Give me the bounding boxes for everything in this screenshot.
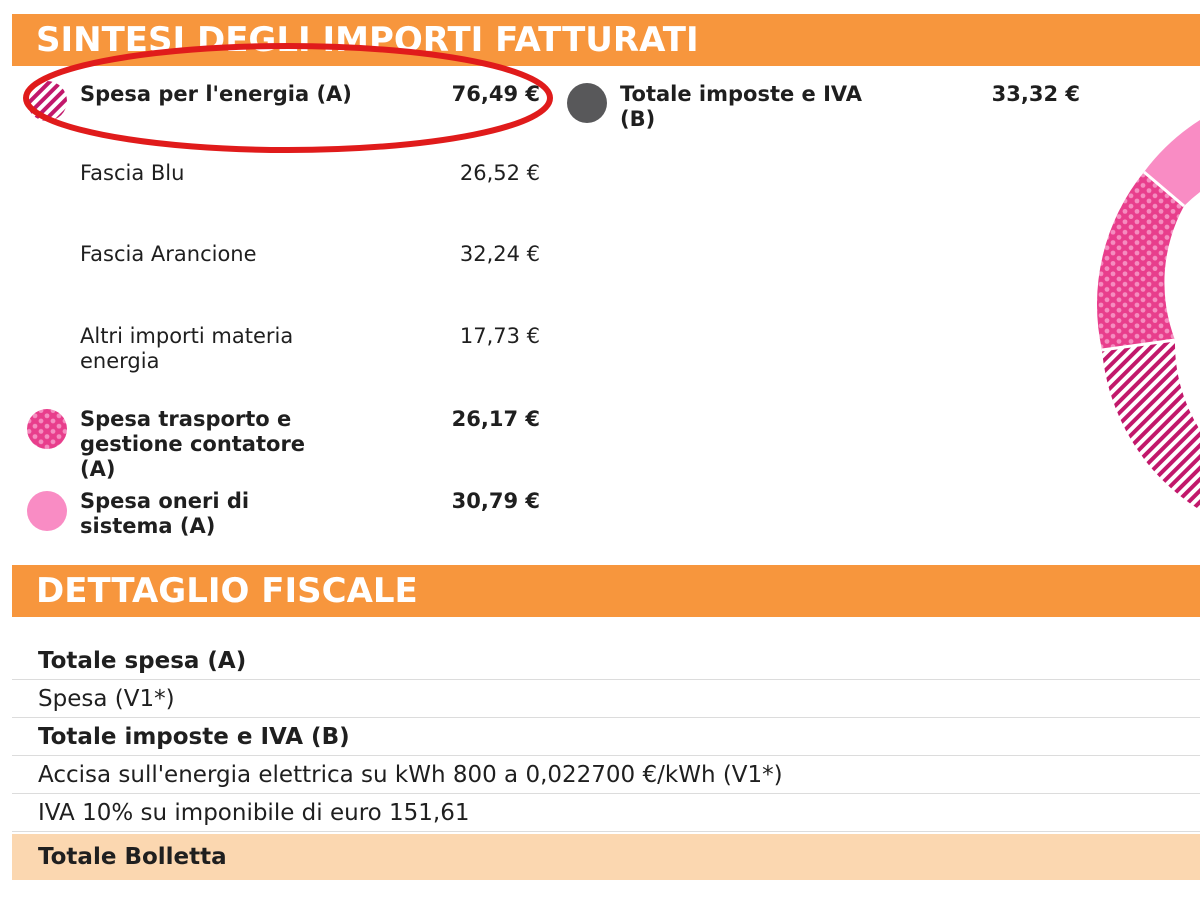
- fiscal-row-total-bolletta: Totale Bolletta: [12, 834, 1200, 880]
- fiscal-section-header: DETTAGLIO FISCALE: [12, 565, 1200, 617]
- energy-spend-label: Spesa per l'energia (A): [80, 82, 352, 106]
- fascia-arancione-amount: 32,24 €: [459, 242, 540, 266]
- expense-donut-chart: [1096, 120, 1200, 510]
- donut-segment-energy: [1102, 340, 1200, 510]
- diagonal-stripe-circle-icon: [27, 81, 67, 121]
- fiscal-row-spesa-v1: Spesa (V1*): [12, 680, 1200, 718]
- fiscal-row-total-imposte: Totale imposte e IVA (B): [12, 718, 1200, 756]
- pink-circle-icon: [27, 491, 67, 531]
- transport-spend-label: Spesa trasporto e gestione contatore (A): [80, 407, 306, 481]
- fiscal-row-total-spesa: Totale spesa (A): [12, 642, 1200, 680]
- system-charges-label: Spesa oneri di sistema (A): [80, 489, 250, 538]
- fiscal-row-iva: IVA 10% su imponibile di euro 151,61: [12, 794, 1200, 832]
- taxes-total-label: Totale imposte e IVA (B): [620, 82, 863, 131]
- donut-segment-system: [1144, 120, 1200, 206]
- energy-spend-amount: 76,49 €: [451, 82, 540, 106]
- hexagon-pattern-circle-icon: [27, 409, 67, 449]
- taxes-total-amount: 33,32 €: [991, 82, 1080, 106]
- altri-importi-label: Altri importi materia energia: [80, 324, 294, 373]
- fiscal-row-accisa: Accisa sull'energia elettrica su kWh 800…: [12, 756, 1200, 794]
- system-charges-amount: 30,79 €: [451, 489, 540, 513]
- dark-gray-circle-icon: [567, 83, 607, 123]
- summary-section-header: SINTESI DEGLI IMPORTI FATTURATI: [12, 14, 1200, 66]
- fascia-blu-label: Fascia Blu: [80, 161, 185, 185]
- altri-importi-amount: 17,73 €: [459, 324, 540, 348]
- fascia-arancione-label: Fascia Arancione: [80, 242, 257, 266]
- transport-spend-amount: 26,17 €: [451, 407, 540, 431]
- fascia-blu-amount: 26,52 €: [459, 161, 540, 185]
- donut-segment-transport: [1096, 172, 1184, 350]
